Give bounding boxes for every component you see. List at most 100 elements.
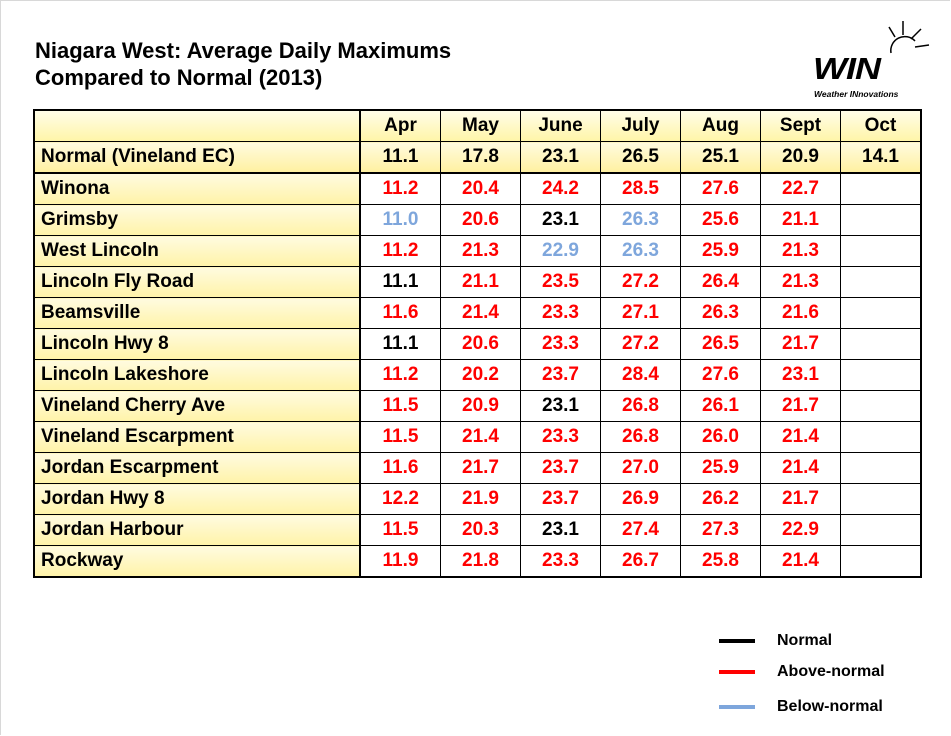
header-cell: Aug <box>680 109 761 142</box>
legend-swatch <box>719 669 755 674</box>
value-cell: 23.3 <box>520 328 601 360</box>
empty-cell <box>840 172 922 205</box>
empty-cell <box>840 514 922 546</box>
value-cell: 11.9 <box>359 545 441 578</box>
value-cell: 12.2 <box>359 483 441 515</box>
value-cell: 21.8 <box>440 545 521 578</box>
value-cell: 11.6 <box>359 297 441 329</box>
value-cell: 21.4 <box>760 421 841 453</box>
value-cell: 11.2 <box>359 172 441 205</box>
logo-name: WIN <box>813 51 881 86</box>
normal-cell: 25.1 <box>680 141 761 174</box>
data-row: Beamsville 11.6 21.4 23.3 27.1 26.3 21.6 <box>33 297 922 329</box>
value-cell: 21.6 <box>760 297 841 329</box>
data-row: Vineland Cherry Ave 11.5 20.9 23.1 26.8 26.1 2… <box>33 390 922 422</box>
logo-sun <box>888 21 930 54</box>
value-cell: 11.0 <box>359 204 441 236</box>
value-cell: 28.4 <box>600 359 681 391</box>
value-cell: 21.4 <box>760 545 841 578</box>
value-cell: 11.1 <box>359 266 441 298</box>
value-cell: 23.3 <box>520 545 601 578</box>
value-cell: 22.9 <box>760 514 841 546</box>
empty-cell <box>840 297 922 329</box>
data-row: Lincoln Fly Road 11.1 21.1 23.5 27.2 26.4 21.3 <box>33 266 922 298</box>
empty-cell <box>840 545 922 578</box>
header-cell: Sept <box>760 109 841 142</box>
value-cell: 23.1 <box>520 390 601 422</box>
value-cell: 21.7 <box>760 483 841 515</box>
value-cell: 23.3 <box>520 297 601 329</box>
value-cell: 26.2 <box>680 483 761 515</box>
row-label: Lincoln Hwy 8 <box>33 328 361 360</box>
legend-label: Normal <box>777 631 833 649</box>
value-cell: 20.3 <box>440 514 521 546</box>
value-cell: 21.3 <box>760 266 841 298</box>
logo: WIN Weather INnovations <box>813 19 943 99</box>
data-table: Apr May June July Aug Sept Oct Normal (Vineland… <box>33 109 922 578</box>
value-cell: 21.4 <box>760 452 841 484</box>
legend-swatch <box>719 705 755 709</box>
value-cell: 23.3 <box>520 421 601 453</box>
value-cell: 26.5 <box>680 328 761 360</box>
row-label: Beamsville <box>33 297 361 329</box>
value-cell: 25.8 <box>680 545 761 578</box>
value-cell: 27.2 <box>600 266 681 298</box>
header-cell <box>33 109 361 142</box>
legend-label: Above-normal <box>777 662 885 680</box>
value-cell: 11.2 <box>359 235 441 267</box>
value-cell: 21.4 <box>440 297 521 329</box>
value-cell: 26.3 <box>600 204 681 236</box>
value-cell: 23.1 <box>520 514 601 546</box>
value-cell: 20.6 <box>440 204 521 236</box>
value-cell: 21.3 <box>760 235 841 267</box>
value-cell: 26.8 <box>600 390 681 422</box>
value-cell: 23.1 <box>520 204 601 236</box>
normal-cell: 17.8 <box>440 141 521 174</box>
data-row: Vineland Escarpment 11.5 21.4 23.3 26.8 26.0 2… <box>33 421 922 453</box>
empty-cell <box>840 421 922 453</box>
value-cell: 11.1 <box>359 328 441 360</box>
value-cell: 21.7 <box>760 328 841 360</box>
value-cell: 21.7 <box>440 452 521 484</box>
value-cell: 27.4 <box>600 514 681 546</box>
value-cell: 20.2 <box>440 359 521 391</box>
empty-cell <box>840 483 922 515</box>
value-cell: 11.6 <box>359 452 441 484</box>
header-cell: May <box>440 109 521 142</box>
normal-cell: 20.9 <box>760 141 841 174</box>
value-cell: 27.6 <box>680 359 761 391</box>
value-cell: 22.9 <box>520 235 601 267</box>
data-row: Jordan Harbour 11.5 20.3 23.1 27.4 27.3 22.9 <box>33 514 922 546</box>
value-cell: 21.1 <box>760 204 841 236</box>
value-cell: 27.0 <box>600 452 681 484</box>
value-cell: 27.1 <box>600 297 681 329</box>
value-cell: 21.4 <box>440 421 521 453</box>
empty-cell <box>840 204 922 236</box>
value-cell: 11.5 <box>359 421 441 453</box>
legend-swatch <box>719 638 755 643</box>
data-row: Rockway 11.9 21.8 23.3 26.7 25.8 21.4 <box>33 545 922 578</box>
value-cell: 11.2 <box>359 359 441 391</box>
normal-row: Normal (Vineland EC) 11.1 17.8 23.1 26.5 25.1… <box>33 141 922 174</box>
value-cell: 24.2 <box>520 172 601 205</box>
value-cell: 23.7 <box>520 452 601 484</box>
value-cell: 23.5 <box>520 266 601 298</box>
normal-cell: 26.5 <box>600 141 681 174</box>
header-cell: July <box>600 109 681 142</box>
empty-cell <box>840 328 922 360</box>
value-cell: 23.7 <box>520 483 601 515</box>
row-label: Rockway <box>33 545 361 578</box>
data-row: Grimsby 11.0 20.6 23.1 26.3 25.6 21.1 <box>33 204 922 236</box>
value-cell: 28.5 <box>600 172 681 205</box>
value-cell: 26.1 <box>680 390 761 422</box>
value-cell: 25.9 <box>680 235 761 267</box>
value-cell: 25.6 <box>680 204 761 236</box>
logo-tagline: Weather INnovations <box>814 89 899 99</box>
header-cell: Oct <box>840 109 922 142</box>
value-cell: 26.8 <box>600 421 681 453</box>
value-cell: 27.3 <box>680 514 761 546</box>
legend-item: Above-normal <box>719 656 885 687</box>
value-cell: 26.9 <box>600 483 681 515</box>
header-cell: Apr <box>359 109 441 142</box>
value-cell: 26.3 <box>600 235 681 267</box>
